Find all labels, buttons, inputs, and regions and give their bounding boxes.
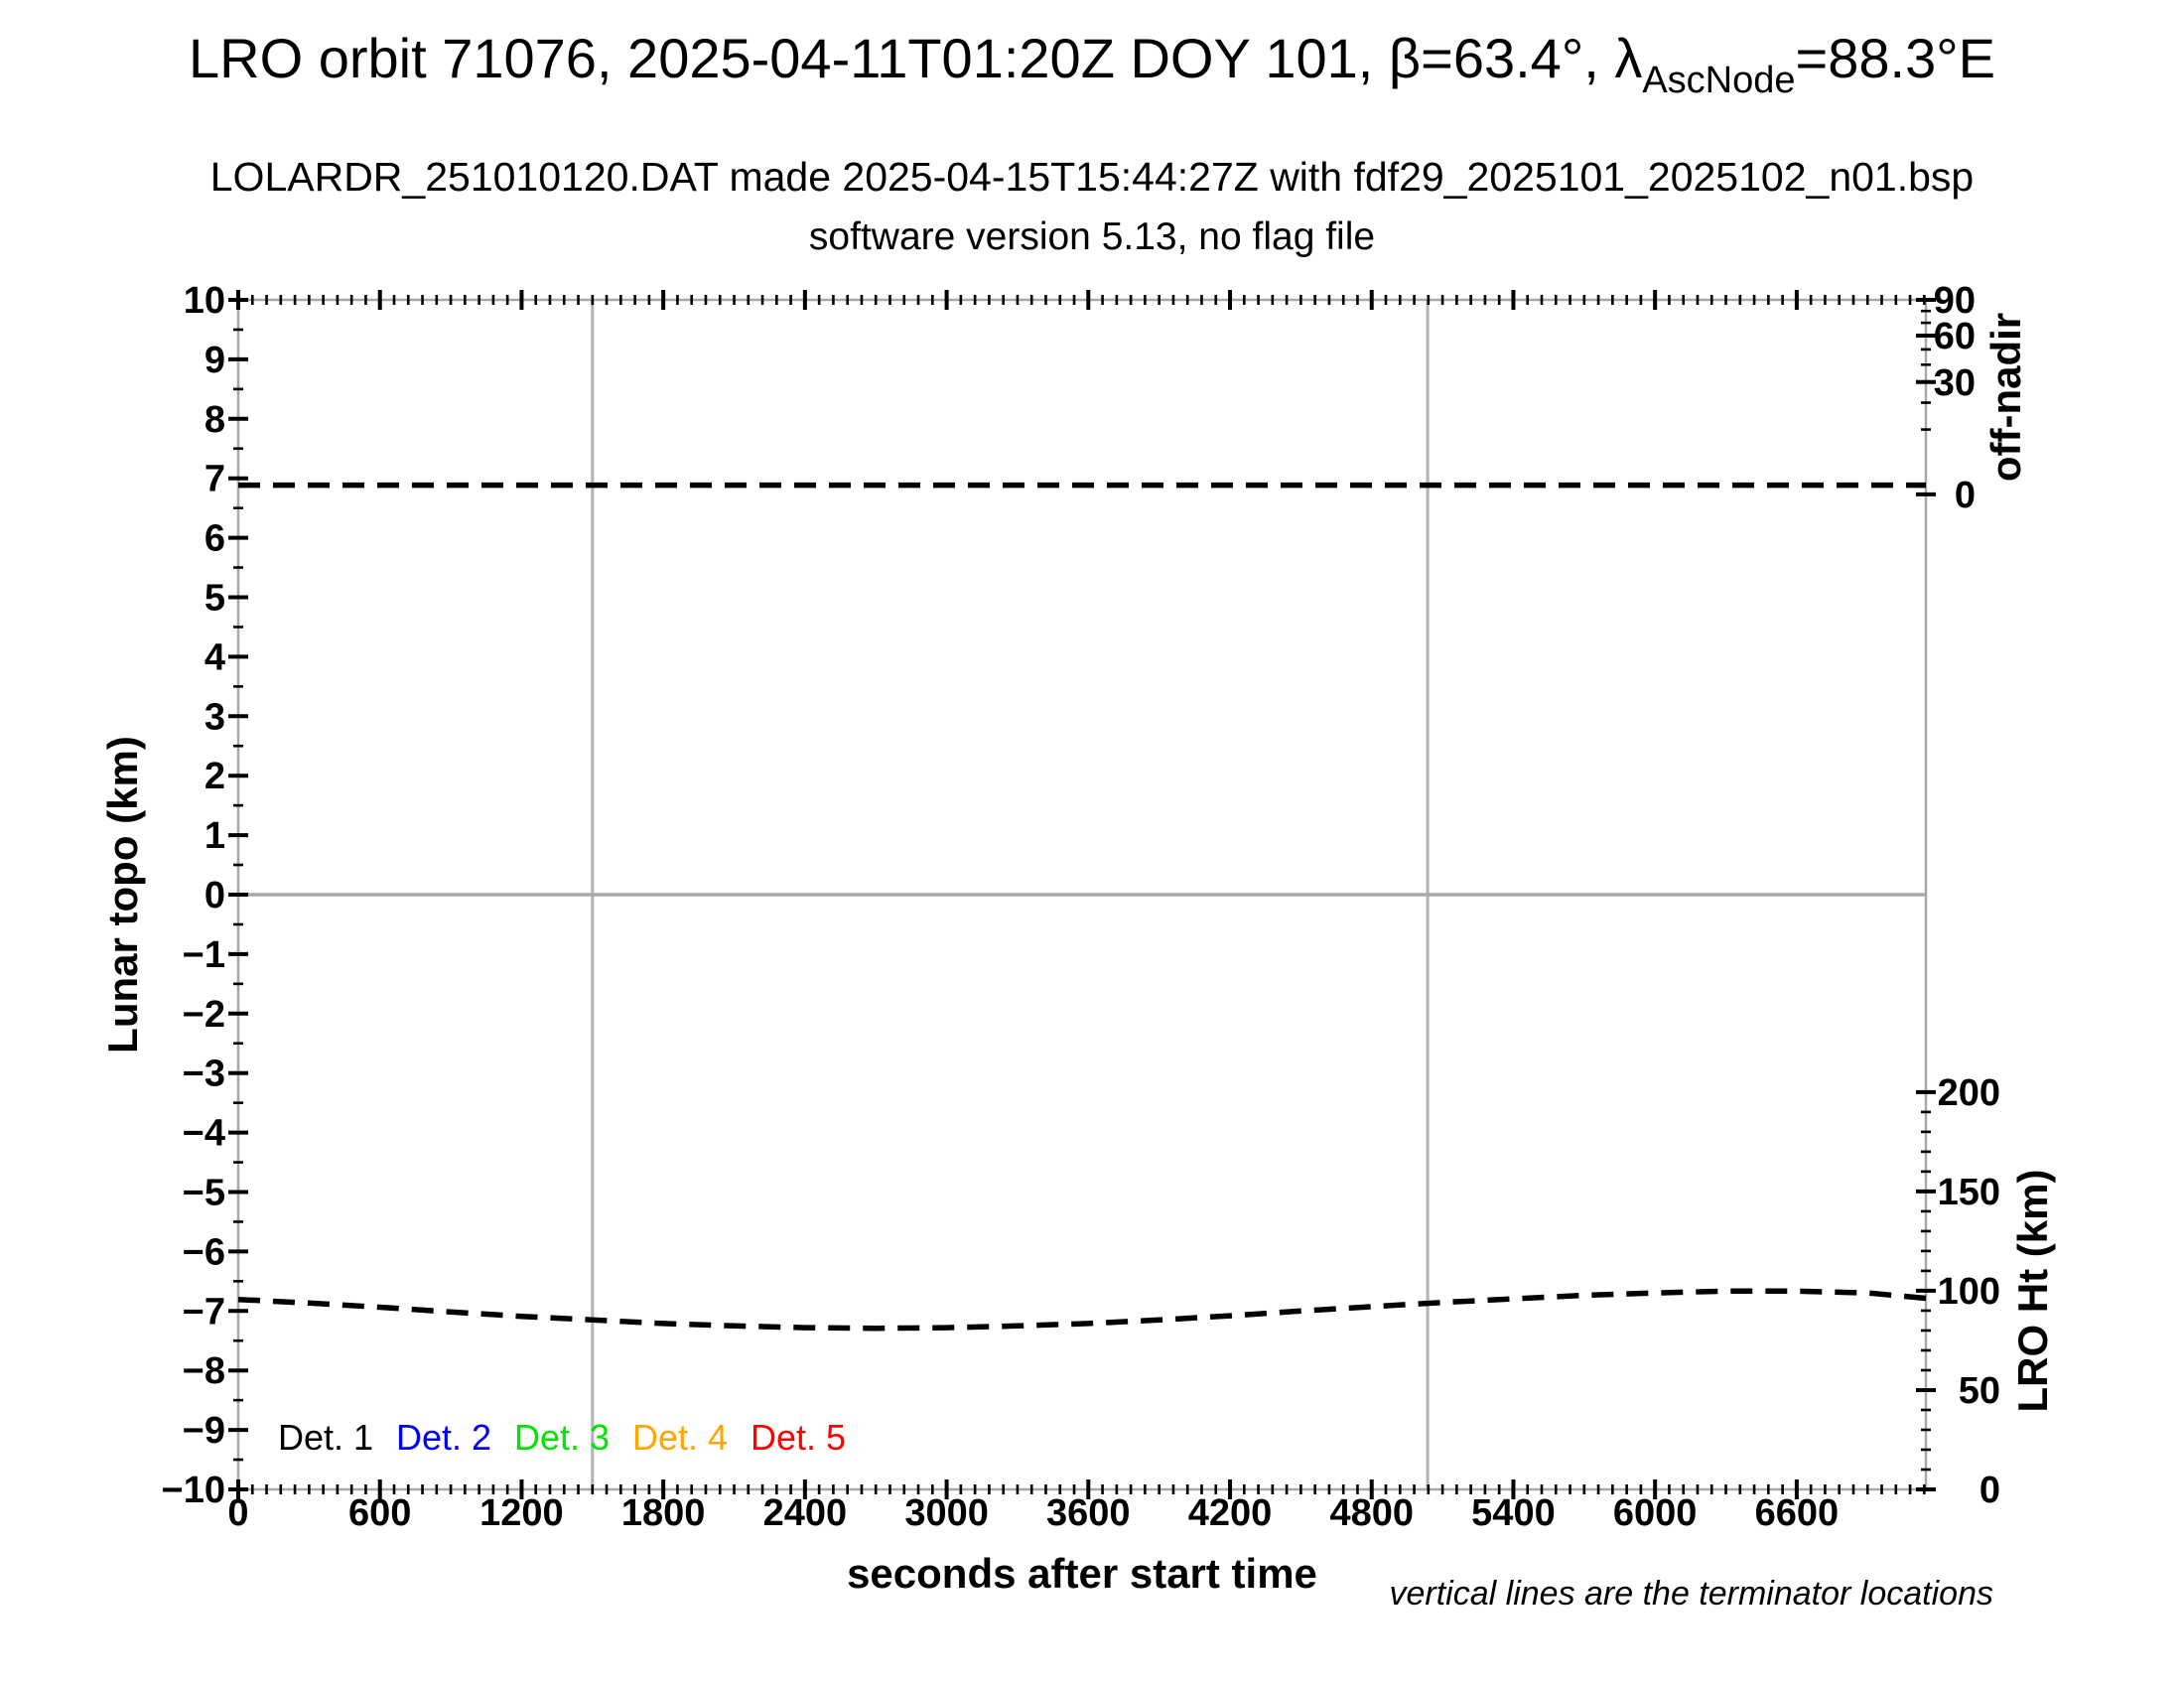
y-left-axis-title: Lunar topo (km)	[99, 736, 146, 1054]
lro-height-tick-label: 100	[1938, 1271, 2000, 1313]
x-tick-label: 600	[348, 1492, 411, 1534]
y-left-tick-label: −10	[162, 1470, 225, 1511]
x-tick-label: 3000	[904, 1492, 989, 1534]
y-left-tick-label: −4	[183, 1113, 225, 1155]
legend: Det. 1 Det. 2 Det. 3 Det. 4 Det. 5	[278, 1417, 846, 1458]
x-tick-label: 4800	[1329, 1492, 1414, 1534]
x-tick-label: 1200	[479, 1492, 564, 1534]
lro-height-tick-label: 50	[1959, 1370, 2000, 1412]
x-tick-label: 6600	[1755, 1492, 1840, 1534]
y-left-tick-label: −7	[183, 1291, 225, 1333]
offnadir-tick-label: 90	[1934, 280, 1976, 322]
legend-entry-det-2: Det. 2	[396, 1417, 491, 1458]
y-left-tick-label: −9	[183, 1410, 225, 1452]
y-left-tick-label: 2	[205, 756, 225, 797]
terminator-footnote: vertical lines are the terminator locati…	[1390, 1575, 1994, 1613]
lro-height-tick-label: 200	[1938, 1072, 2000, 1114]
plot-area: 0 600 1200 1800 2400 3000 3600 4200 4800 5400 6000…	[162, 280, 2000, 1534]
chart-header: LRO orbit 71076, 2025-04-11T01:20Z DOY 1…	[189, 27, 1995, 258]
y-left-tick-label: 10	[184, 280, 225, 322]
legend-entry-det-4: Det. 4	[632, 1417, 728, 1458]
legend-entry-det-5: Det. 5	[751, 1417, 846, 1458]
offnadir-tick-label: 0	[1955, 475, 1976, 516]
y-left-tick-label: 9	[205, 340, 225, 381]
chart-title: LRO orbit 71076, 2025-04-11T01:20Z DOY 1…	[189, 27, 1995, 101]
y-left-tick-label: −1	[183, 934, 225, 976]
chart-subtitle-version: software version 5.13, no flag file	[809, 215, 1375, 258]
x-tick-label: 4200	[1188, 1492, 1273, 1534]
legend-entry-det-3: Det. 3	[514, 1417, 610, 1458]
x-tick-label: 5400	[1471, 1492, 1556, 1534]
y-left-tick-label: 6	[205, 518, 225, 560]
y-left-tick-label: 8	[205, 399, 225, 441]
y-left-tick-label: −2	[183, 994, 225, 1036]
y-left-tick-label: −8	[183, 1350, 225, 1392]
x-axis-title: seconds after start time	[847, 1550, 1317, 1597]
y-left-tick-label: 7	[205, 459, 225, 500]
y-left-tick-label: 4	[205, 636, 225, 678]
lro-height-curve	[237, 1288, 1927, 1332]
x-tick-label: 0	[227, 1492, 248, 1534]
y-left-tick-label: −3	[183, 1054, 225, 1095]
y-right-offnadir-axis-title: off-nadir	[1982, 313, 2029, 482]
chart-title-main: LRO orbit 71076, 2025-04-11T01:20Z DOY 1…	[189, 27, 1642, 89]
offnadir-tick-label: 30	[1934, 362, 1976, 404]
chart-title-end: =88.3°E	[1796, 27, 1995, 89]
offnadir-tick-label: 60	[1934, 316, 1976, 357]
y-left-tick-label: 0	[205, 875, 225, 916]
y-left-tick-label: 5	[205, 578, 225, 620]
y-left-tick-label: −5	[183, 1173, 225, 1214]
x-tick-label: 1800	[621, 1492, 706, 1534]
y-left-tick-label: 1	[205, 815, 225, 857]
chart-subtitle-filename: LOLARDR_251010120.DAT made 2025-04-15T15…	[210, 154, 1974, 200]
y-left-tick-label: −6	[183, 1231, 225, 1273]
legend-entry-det-1: Det. 1	[278, 1417, 373, 1458]
chart-title-subscript: AscNode	[1642, 60, 1795, 101]
x-tick-label: 6000	[1613, 1492, 1698, 1534]
y-left-tick-label: 3	[205, 696, 225, 738]
y-right-height-axis-title: LRO Ht (km)	[2009, 1170, 2056, 1413]
x-tick-label: 2400	[763, 1492, 848, 1534]
lro-height-tick-label: 150	[1938, 1172, 2000, 1213]
lro-height-tick-label: 0	[1979, 1470, 2000, 1511]
x-tick-label: 3600	[1046, 1492, 1131, 1534]
